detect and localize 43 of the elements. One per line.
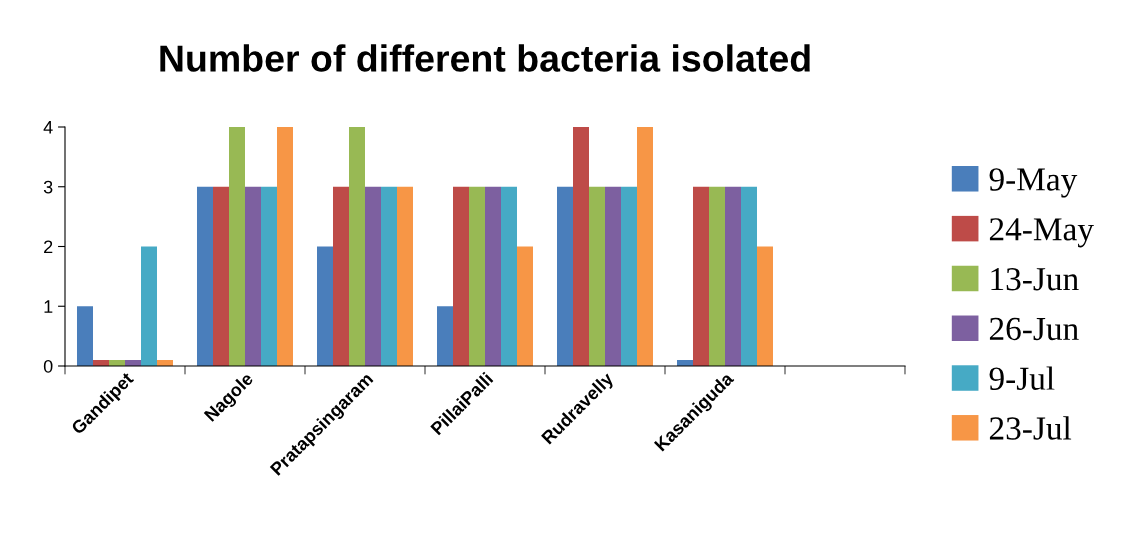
chart-title: Number of different bacteria isolated: [160, 44, 810, 72]
y-tick-label: 0: [43, 359, 53, 373]
bar: [397, 186, 413, 366]
bar: [621, 186, 637, 366]
y-tick-label: 3: [43, 180, 53, 194]
bar: [277, 127, 293, 366]
legend-label: 26-Jun: [989, 317, 1079, 341]
bar: [245, 186, 261, 366]
bar: [365, 186, 381, 366]
bar: [741, 186, 757, 366]
y-tick-label: 1: [44, 300, 53, 313]
bar: [485, 186, 501, 366]
bar: [469, 186, 485, 366]
legend-label: 9-May: [989, 168, 1078, 198]
bar: [77, 306, 93, 366]
bar: [349, 127, 365, 366]
bar: [197, 186, 213, 366]
bar: [317, 246, 333, 366]
bar: [381, 186, 397, 366]
bar: [589, 186, 605, 366]
y-tick-label: 2: [44, 240, 53, 254]
bar: [557, 186, 573, 366]
y-tick-label: 4: [43, 121, 53, 134]
bar: [573, 127, 589, 366]
bar: [501, 186, 517, 366]
bar: [261, 186, 277, 366]
bar: [517, 246, 533, 366]
legend-label: 23-Jul: [989, 416, 1072, 440]
legend-label: 13-Jun: [991, 268, 1079, 291]
bar: [213, 186, 229, 366]
bar: [693, 186, 709, 366]
bar: [437, 306, 453, 366]
bar: [453, 186, 469, 366]
bar: [333, 186, 349, 366]
legend-label: 24-May: [989, 218, 1094, 248]
bar: [141, 246, 157, 366]
legend-label: 9-Jul: [989, 366, 1055, 390]
bar: [637, 127, 653, 366]
bar: [229, 127, 245, 366]
bar: [605, 186, 621, 366]
bar: [757, 246, 773, 366]
bar: [725, 186, 741, 366]
bar: [709, 186, 725, 366]
